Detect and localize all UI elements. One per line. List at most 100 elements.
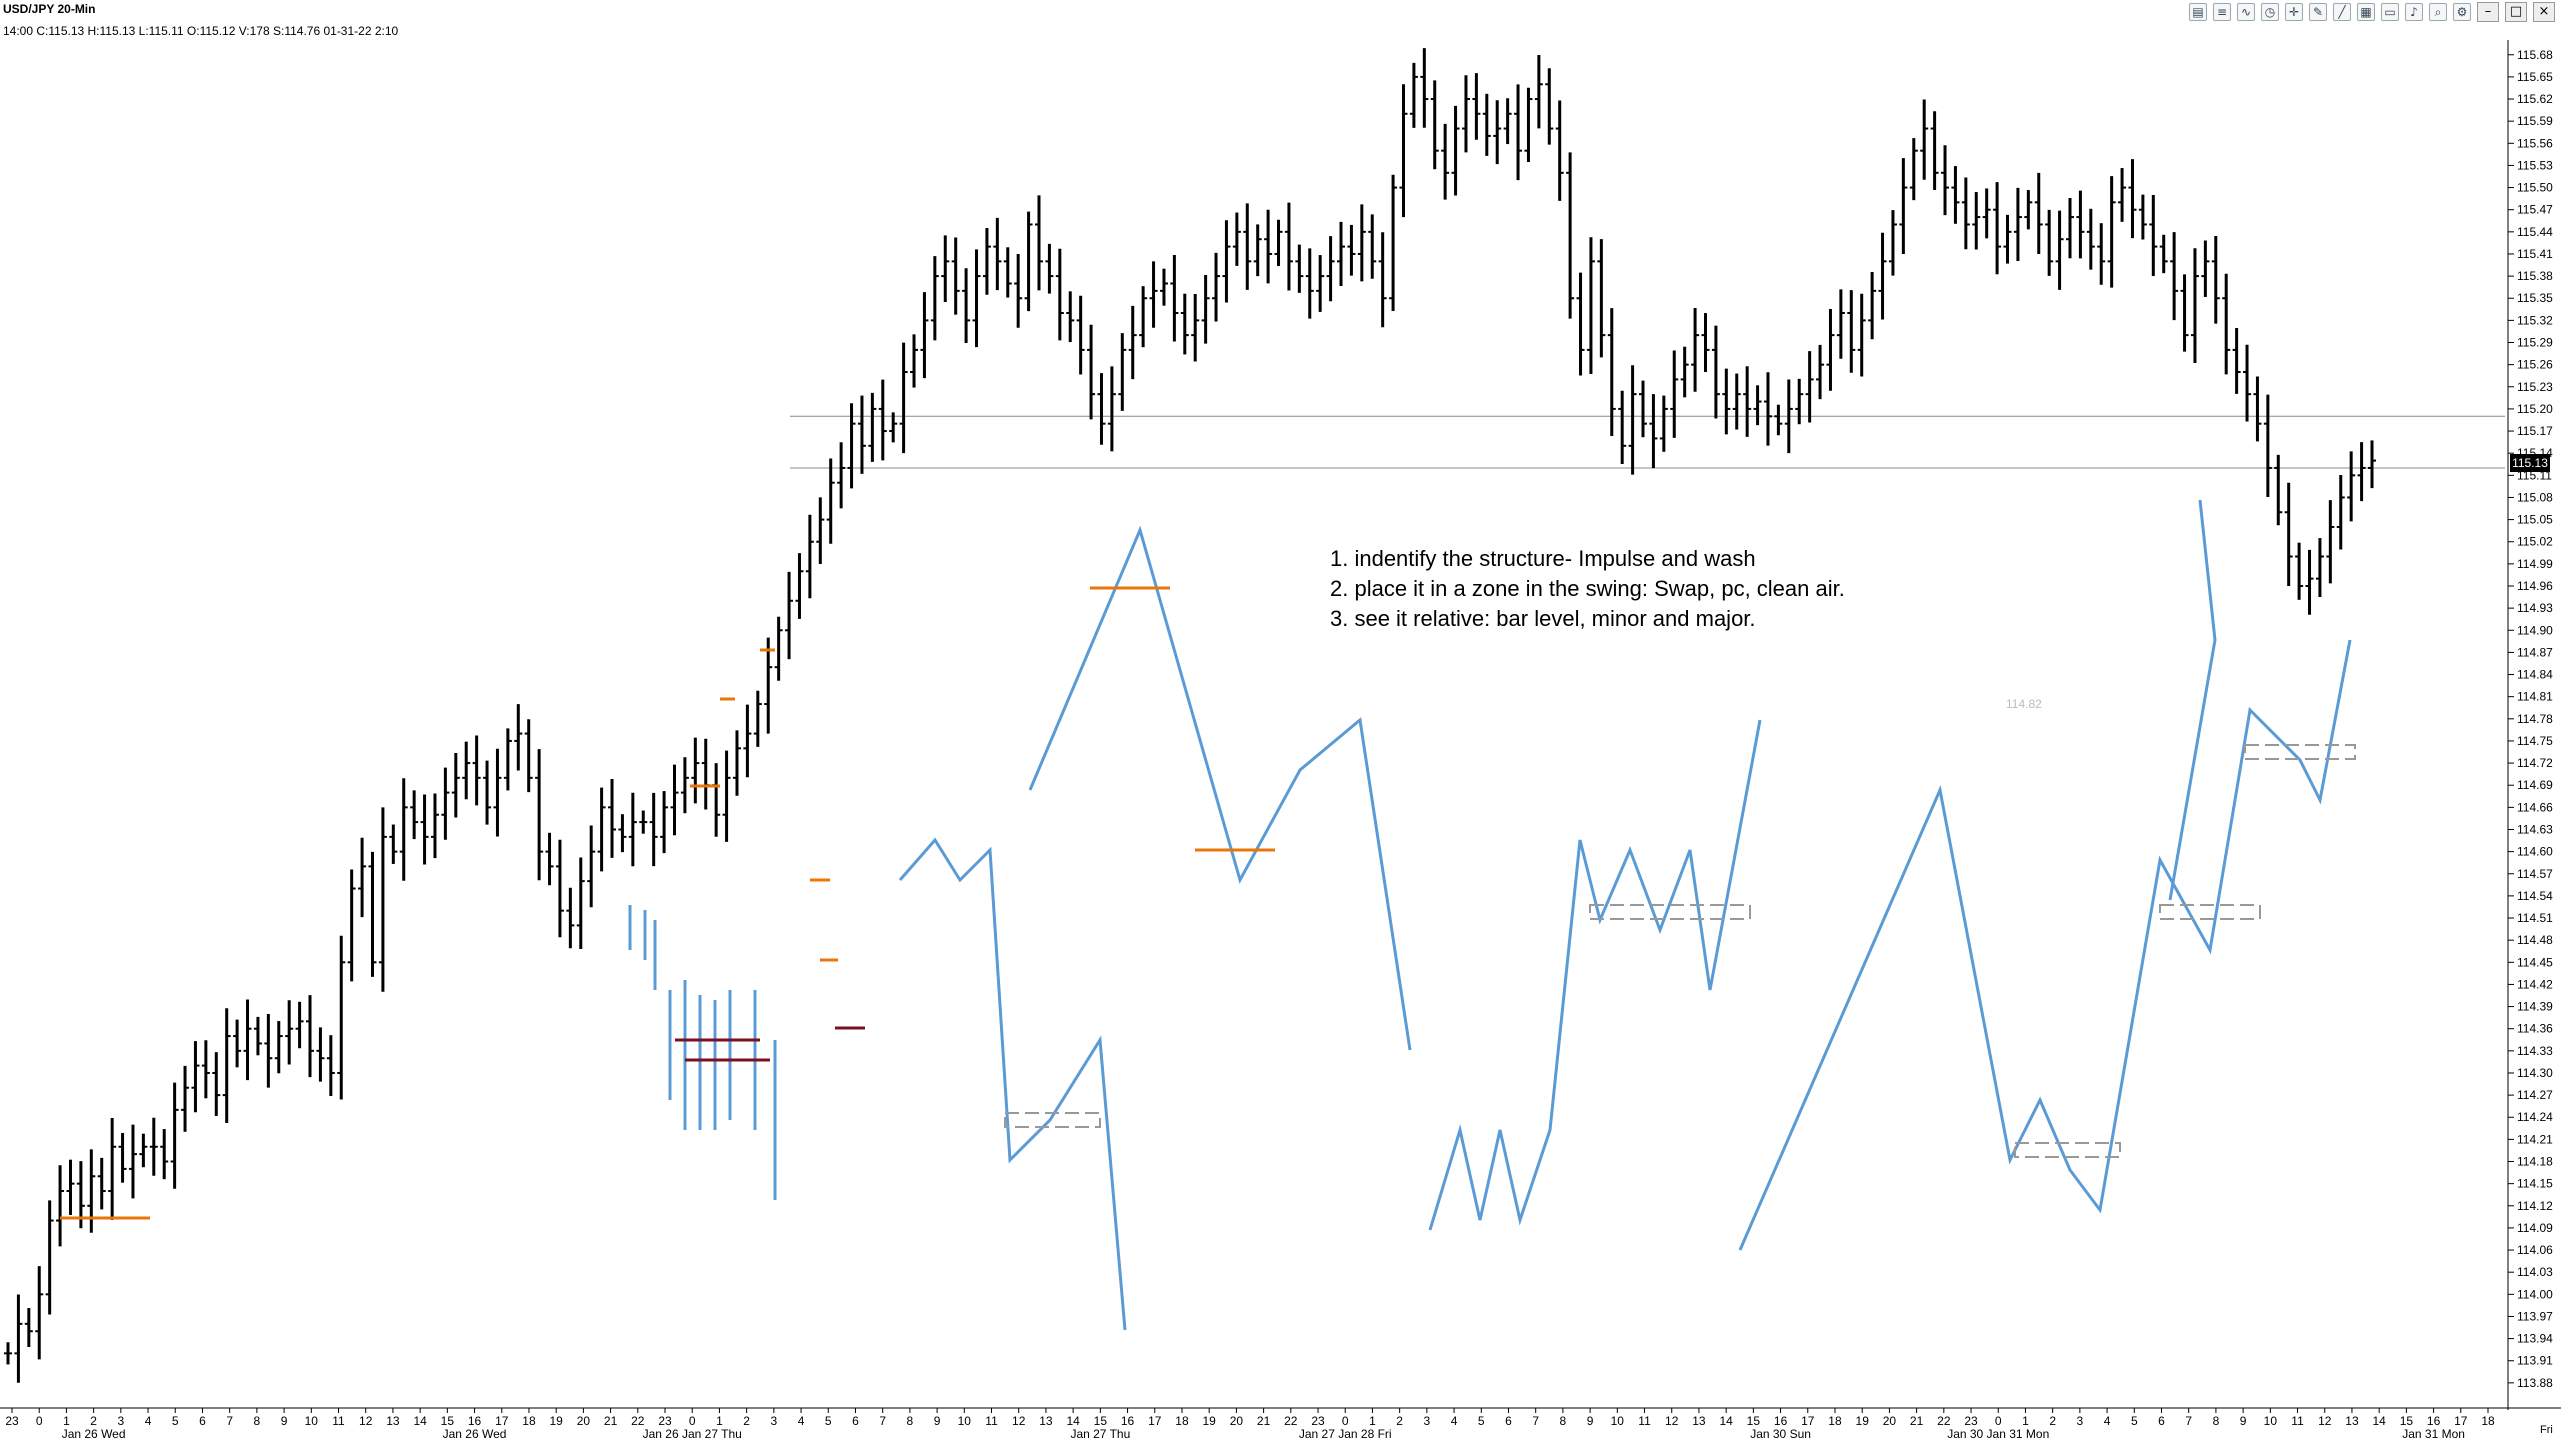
price-bar [1128,305,1137,380]
close-button[interactable]: × [2533,2,2555,22]
price-bar [285,1000,294,1065]
x-tick-label: 6 [2158,1414,2165,1428]
x-tick-label: 21 [604,1414,618,1428]
price-bar [774,616,783,681]
y-tick-label: 113.88 [2517,1376,2553,1390]
x-date-label: Jan 26 Wed [62,1427,126,1441]
price-bar [1472,73,1481,140]
price-bar [899,342,908,454]
chart-type-icon[interactable]: ▤ [2189,3,2207,21]
price-bar [1826,309,1835,391]
grid-icon[interactable]: ▦ [2357,3,2375,21]
price-bar [764,637,773,734]
annotation-text: 1. indentify the structure- Impulse and … [1330,544,1845,634]
price-bar [2222,273,2231,375]
price-bar [212,1052,221,1116]
x-tick-label: 3 [1424,1414,1431,1428]
y-tick-label: 115.47 [2517,203,2553,217]
price-bar [1670,350,1679,438]
y-tick-label: 114.87 [2517,645,2553,659]
price-bar [1014,253,1023,328]
price-bar [889,412,898,443]
alert-icon[interactable]: ♪ [2405,3,2423,21]
price-bar [1409,62,1418,128]
price-bar [493,748,502,837]
y-tick-label: 115.59 [2517,114,2553,128]
x-tick-label: 21 [1910,1414,1924,1428]
price-bar [1389,174,1398,312]
price-bar [712,763,721,837]
price-bar [24,1308,33,1347]
y-tick-label: 115.02 [2517,535,2553,549]
clock-icon[interactable]: ◷ [2261,3,2279,21]
price-bar [368,851,377,977]
price-bar [2003,214,2012,264]
y-tick-label: 115.68 [2517,48,2553,62]
price-bar [1566,152,1575,319]
zoom-icon[interactable]: ⌕ [2429,3,2447,21]
price-bar [1628,365,1637,475]
price-bar [1982,188,1991,239]
x-tick-label: 18 [2481,1414,2495,1428]
price-bar [628,792,637,867]
price-bar [1732,373,1741,430]
x-tick-label: 1 [63,1414,70,1428]
price-bar [993,217,1002,291]
y-tick-label: 115.23 [2517,380,2553,394]
crosshair-icon[interactable]: ✛ [2285,3,2303,21]
price-bar [1191,294,1200,362]
line-tool-icon[interactable]: ╱ [2333,3,2351,21]
bar-style-icon[interactable]: ≡ [2213,3,2231,21]
x-tick-label: 14 [1719,1414,1733,1428]
y-tick-label: 114.30 [2517,1066,2553,1080]
price-bar [1659,395,1668,452]
price-bar [1899,158,1908,254]
x-tick-label: 3 [771,1414,778,1428]
price-bar [1139,286,1148,348]
price-bar [2159,234,2168,274]
x-tick-label: 22 [1937,1414,1951,1428]
price-bar [962,268,971,344]
price-bar [2357,442,2366,502]
y-tick-label: 115.17 [2517,424,2553,438]
price-bar [1545,68,1554,145]
template-icon[interactable]: ▭ [2381,3,2399,21]
price-bar [274,1021,283,1074]
price-bar [1170,254,1179,342]
price-bar [2253,376,2262,442]
price-bar [2347,451,2356,522]
x-tick-label: 17 [2454,1414,2468,1428]
price-bar [1201,274,1210,344]
last-price-badge: 115.13 [2510,454,2550,472]
price-bar [87,1149,96,1233]
price-bar [753,690,762,747]
y-tick-label: 115.08 [2517,490,2553,504]
bottom-right-day: Fri [2540,1424,2553,1436]
price-bar [2305,549,2314,615]
y-axis: 115.68 115.65 115.62 115.59 115.56 115.53 115.… [0,40,2561,1410]
properties-icon[interactable]: ⚙ [2453,3,2471,21]
y-tick-label: 115.32 [2517,313,2553,327]
y-tick-label: 114.03 [2517,1265,2553,1279]
price-bar [597,787,606,872]
drawing-pencil-icon[interactable]: ✎ [2309,3,2327,21]
y-tick-label: 114.66 [2517,800,2553,814]
indicators-icon[interactable]: ∿ [2237,3,2255,21]
price-bar [1972,192,1981,250]
x-tick-label: 14 [2372,1414,2386,1428]
x-tick-label: 13 [2345,1414,2359,1428]
maximize-button[interactable]: □ [2505,2,2527,22]
price-bar [1295,244,1304,293]
y-tick-label: 115.26 [2517,358,2553,372]
y-tick-label: 114.60 [2517,845,2553,859]
price-bar [1909,138,1918,201]
x-tick-label: 8 [907,1414,914,1428]
price-bar [722,750,731,842]
price-bar [347,869,356,982]
price-bar [660,791,669,854]
minimize-button[interactable]: – [2477,2,2499,22]
price-bar [1305,248,1314,319]
price-bar [2097,223,2106,285]
price-bar [1607,308,1616,436]
